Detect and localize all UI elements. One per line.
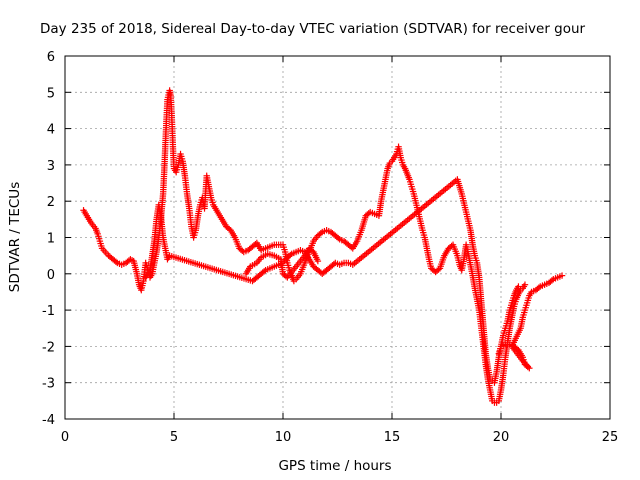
data-point <box>558 272 566 279</box>
data-point <box>335 234 342 242</box>
y-axis-label: SDTVAR / TECUs <box>7 182 23 292</box>
series-4 <box>242 245 322 281</box>
axis-ticks: 0 5 10 15 20 25 -4 -3 -2 -1 0 1 2 3 4 5 6 <box>42 50 618 445</box>
y-tick-label: -3 <box>42 377 55 392</box>
y-tick-label: -4 <box>42 413 55 428</box>
x-tick-label: 0 <box>61 430 69 445</box>
data-point <box>317 230 324 237</box>
y-tick-label: 1 <box>47 232 55 247</box>
y-tick-label: 5 <box>47 86 55 101</box>
x-tick-label: 20 <box>493 430 510 445</box>
y-tick-label: 3 <box>47 159 55 174</box>
x-axis-label: GPS time / hours <box>278 458 391 474</box>
x-tick-label: 15 <box>384 430 401 445</box>
y-tick-label: -1 <box>42 304 55 319</box>
data-point <box>535 284 542 291</box>
data-point <box>515 283 522 290</box>
y-tick-label: 2 <box>47 195 55 210</box>
data-point <box>548 277 556 284</box>
y-tick-label: 4 <box>47 123 55 138</box>
x-tick-label: 10 <box>275 430 292 445</box>
y-tick-label: 6 <box>47 50 55 65</box>
data-point <box>112 258 120 265</box>
series-1 <box>80 87 529 406</box>
y-tick-label: -2 <box>42 340 55 355</box>
x-tick-label: 5 <box>170 430 178 445</box>
data-point <box>314 257 322 265</box>
x-tick-label: 25 <box>602 430 619 445</box>
data-point <box>282 273 290 280</box>
data-point <box>287 251 294 259</box>
chart-title: Day 235 of 2018, Sidereal Day-to-day VTE… <box>40 21 586 37</box>
series-3 <box>495 272 566 372</box>
y-tick-label: 0 <box>47 268 55 283</box>
data-point <box>521 281 529 288</box>
data-point <box>260 268 268 275</box>
data-points <box>80 87 566 406</box>
data-point <box>435 266 442 273</box>
